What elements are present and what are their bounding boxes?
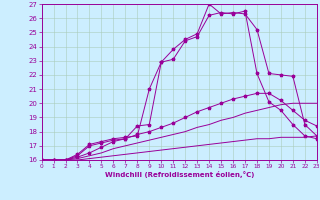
- X-axis label: Windchill (Refroidissement éolien,°C): Windchill (Refroidissement éolien,°C): [105, 171, 254, 178]
